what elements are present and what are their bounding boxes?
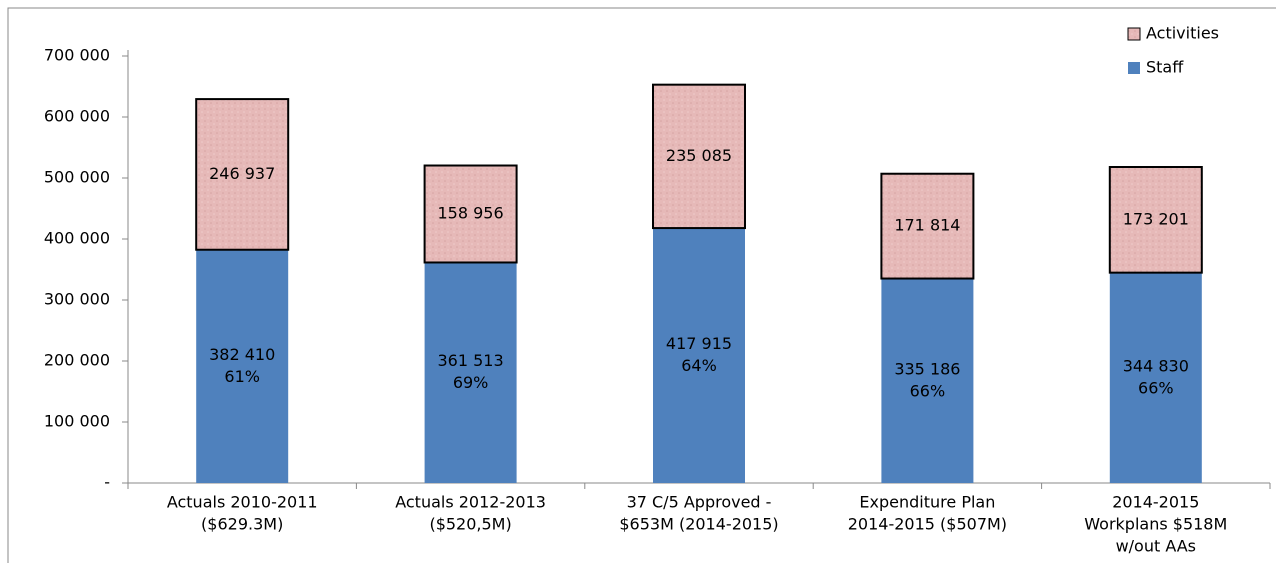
value-label: 173 201 [1123,209,1189,228]
x-tick-label: ($520,5M) [429,515,511,534]
value-label: 235 085 [666,146,732,165]
share-label: 64% [681,356,717,375]
bar-segment [880,172,975,280]
value-label: 246 937 [209,164,275,183]
y-tick-label: - [104,473,110,492]
share-label: 66% [910,381,946,400]
x-tick-label: 37 C/5 Approved - [627,493,772,512]
share-label: 69% [453,373,489,392]
legend-label: Staff [1146,58,1184,77]
x-tick-label: Actuals 2012-2013 [395,493,546,512]
legend-swatch [1127,27,1141,41]
y-tick-label: 700 000 [44,46,110,65]
bar-segment [881,278,974,483]
y-tick-label: 200 000 [44,351,110,370]
x-tick-label: Workplans $518M [1084,515,1227,534]
y-tick-label: 300 000 [44,290,110,309]
bar-segment [653,228,745,483]
x-tick-label: w/out AAs [1116,537,1196,556]
y-tick-label: 400 000 [44,229,110,248]
value-label: 335 186 [894,359,960,378]
x-tick-label: 2014-2015 ($507M) [848,515,1007,534]
bar-segment [424,262,517,483]
bar-segment [1108,166,1203,274]
value-label: 158 956 [438,203,504,222]
y-tick-label: 500 000 [44,168,110,187]
value-label: 417 915 [666,334,732,353]
bar-segment [1109,272,1202,483]
legend-label: Activities [1146,24,1219,43]
frame [7,7,1276,563]
x-tick-label: ($629.3M) [201,515,283,534]
bar-segment [196,249,289,483]
x-tick-label: $653M (2014-2015) [619,515,778,534]
bar-segment [195,98,290,251]
value-label: 361 513 [438,351,504,370]
value-label: 382 410 [209,345,275,364]
y-tick-label: 100 000 [44,412,110,431]
legend-swatch [1128,62,1140,74]
x-tick-label: 2014-2015 [1112,493,1199,512]
x-tick-label: Actuals 2010-2011 [167,493,318,512]
y-tick-label: 600 000 [44,107,110,126]
x-tick-label: Expenditure Plan [859,493,995,512]
value-label: 344 830 [1123,356,1189,375]
bar-segment [423,164,518,264]
bar-segment [652,83,746,230]
share-label: 66% [1138,378,1174,397]
value-label: 171 814 [894,216,960,235]
share-label: 61% [224,367,260,386]
